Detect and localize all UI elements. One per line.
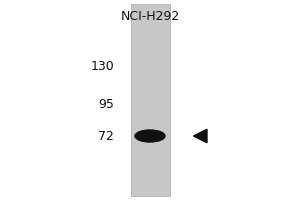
Bar [130, 4, 170, 196]
Text: 95: 95 [98, 98, 114, 110]
Text: 72: 72 [98, 130, 114, 142]
Ellipse shape [135, 130, 165, 142]
Polygon shape [194, 129, 207, 143]
Text: NCI-H292: NCI-H292 [120, 10, 180, 23]
Text: 130: 130 [90, 60, 114, 72]
